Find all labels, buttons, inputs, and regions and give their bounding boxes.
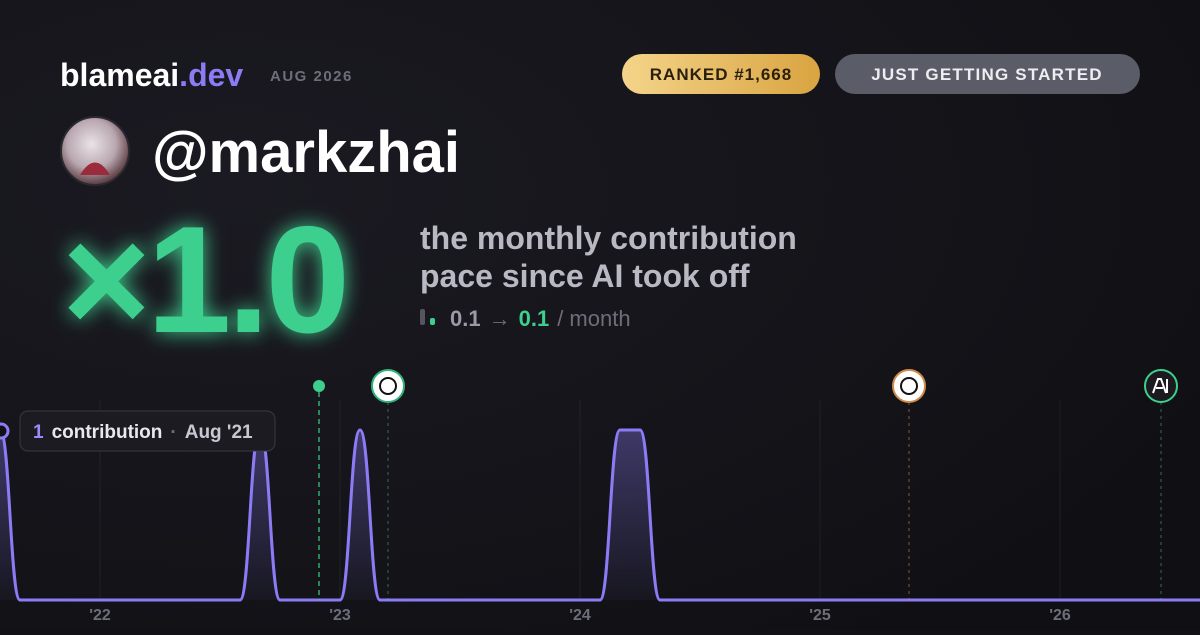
event-icon-glyph	[900, 377, 918, 395]
line	[0, 428, 1200, 602]
event-icon	[892, 369, 926, 403]
event-icon-glyph	[1152, 378, 1168, 394]
pace-icon	[430, 318, 435, 325]
handle: @markzhai	[152, 120, 460, 185]
caption-line: the monthly contribution	[420, 220, 797, 256]
brand-name: blameai	[60, 57, 179, 93]
period: AUG 2026	[270, 68, 353, 85]
pace-arrow: →	[489, 306, 511, 331]
avatar-detail	[80, 162, 110, 175]
hover-dot	[0, 422, 10, 440]
tooltip-date: Aug '21	[185, 422, 253, 443]
pace: 0.1 → 0.1 / month	[450, 306, 631, 331]
multiplier: ×1.0	[62, 195, 346, 365]
event-icon	[1144, 369, 1178, 403]
pace-icon	[420, 309, 425, 325]
brand-tld: .dev	[179, 57, 243, 93]
tooltip-text: 1 contribution · Aug '21	[33, 422, 253, 443]
brand: blameai.dev	[60, 57, 243, 93]
pace-unit: / month	[557, 306, 630, 331]
avatar	[60, 116, 130, 186]
status-text: JUST GETTING STARTED	[871, 65, 1102, 84]
rank-badge	[622, 54, 820, 94]
x-tick-label: '26	[1049, 607, 1071, 624]
tooltip	[19, 410, 276, 452]
rank-text: RANKED #1,668	[650, 65, 792, 84]
event-dot	[313, 380, 325, 392]
status-badge	[835, 54, 1140, 94]
caption-line: pace since AI took off	[420, 258, 750, 294]
tooltip-separator: ·	[170, 422, 176, 443]
event-icon	[371, 369, 405, 403]
x-tick-label: '25	[809, 607, 831, 624]
event-icon-glyph	[379, 377, 397, 395]
tooltip-label: contribution	[52, 422, 163, 443]
x-tick-label: '22	[89, 607, 111, 624]
x-tick-label: '24	[569, 607, 591, 624]
pace-after: 0.1	[519, 306, 550, 331]
pace-before: 0.1	[450, 306, 481, 331]
x-tick-label: '23	[329, 607, 351, 624]
tooltip-value: 1	[33, 422, 44, 443]
